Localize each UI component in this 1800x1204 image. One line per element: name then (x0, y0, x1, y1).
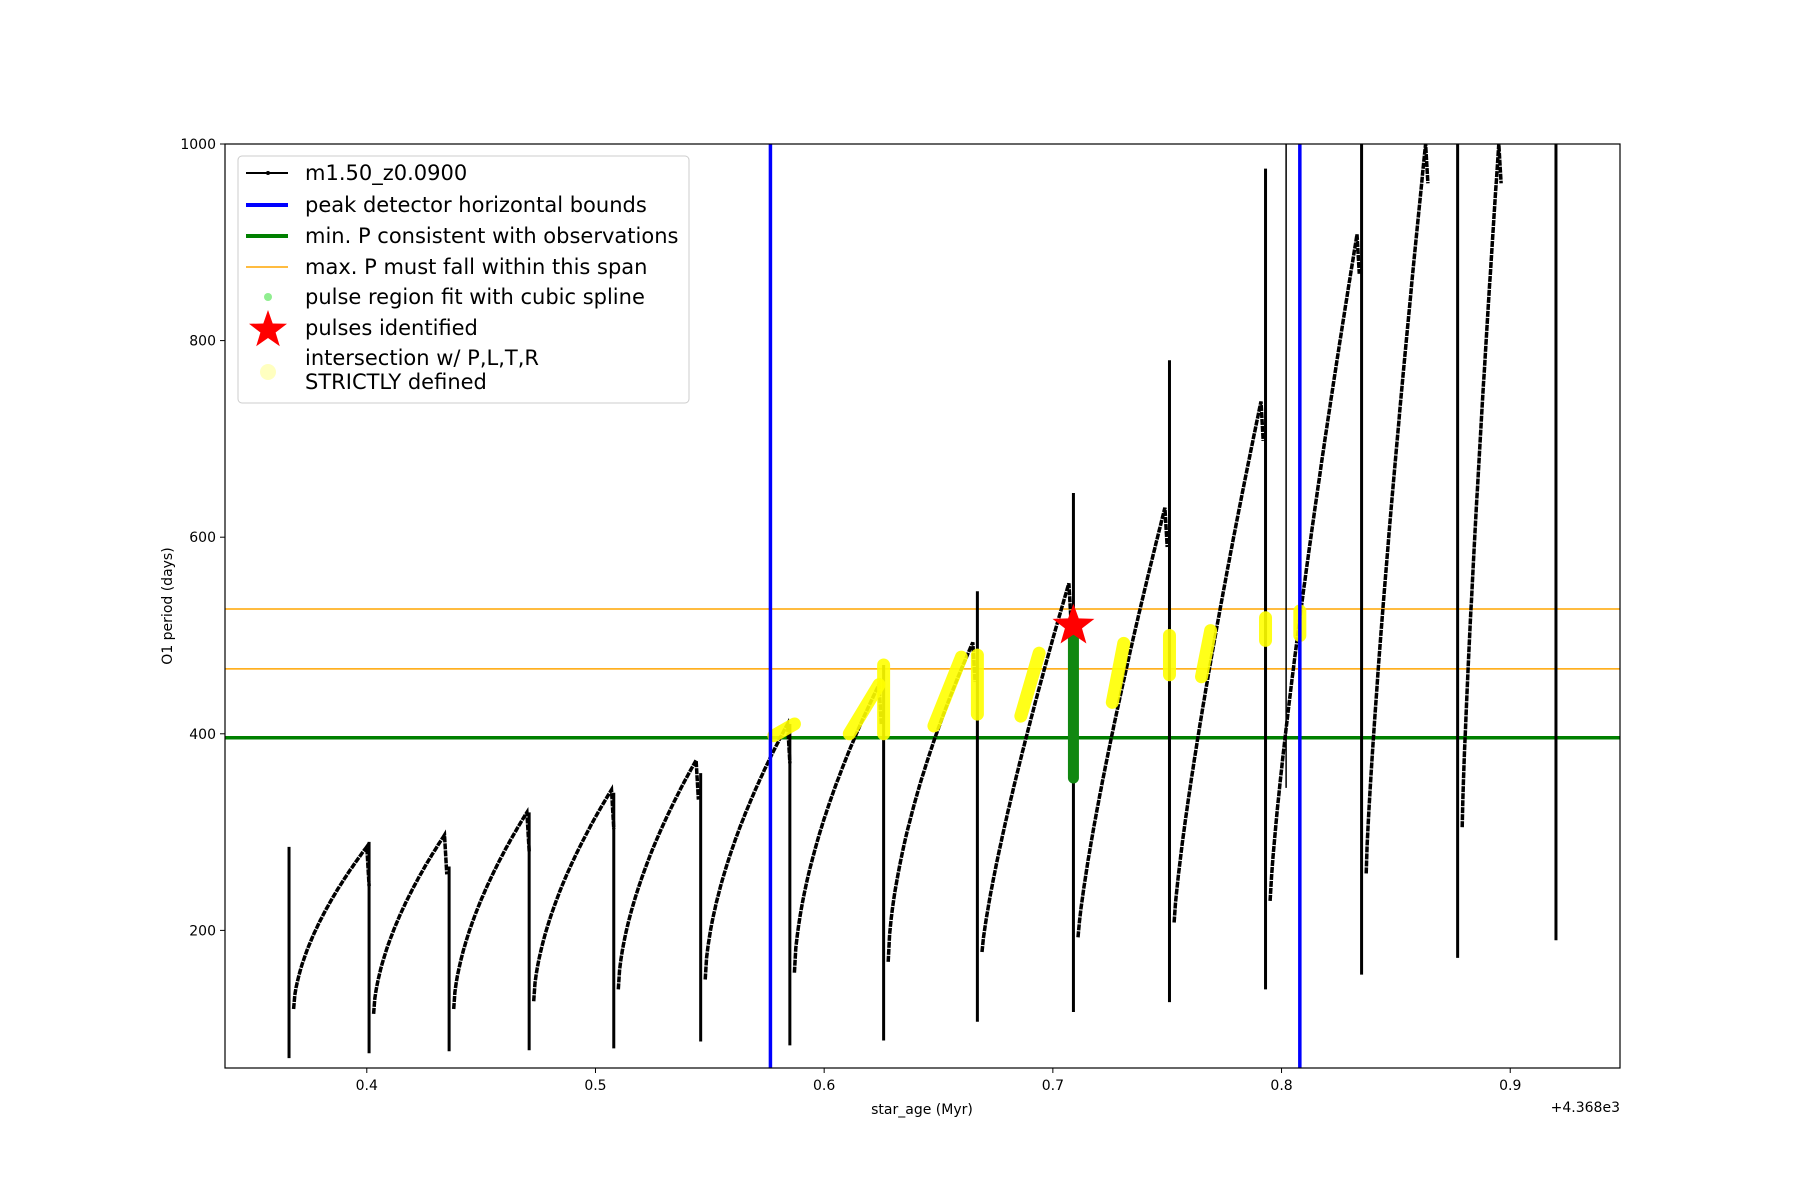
y-tick-label: 400 (189, 727, 216, 743)
x-tick-label: 0.9 (1499, 1078, 1521, 1094)
series-cycle-curve (1172, 401, 1265, 923)
series-cycle-curve (1076, 507, 1169, 938)
legend-label: peak detector horizontal bounds (305, 193, 647, 217)
series-cycle-curve (703, 717, 792, 980)
legend-box (237, 155, 690, 404)
intersection-segment (1014, 646, 1046, 723)
series-group (225, 144, 1620, 1068)
legend-label: intersection w/ P,L,T,R STRICTLY defined (305, 346, 539, 394)
x-offset-label: +4.368e3 (1551, 1100, 1620, 1116)
y-tick-label: 800 (189, 334, 216, 350)
series-cycle-curve (1364, 144, 1430, 874)
x-tick-label: 0.5 (584, 1078, 606, 1094)
series-cycle-curve (980, 582, 1073, 953)
pulse-identified-star (1052, 603, 1095, 644)
intersection-segment (842, 678, 886, 741)
series-cycle-curve (531, 784, 616, 1002)
series-cycle-curve (616, 754, 701, 990)
legend-label: max. P must fall within this span (305, 255, 647, 279)
series-cycle-curve (291, 841, 371, 1010)
series-cycle-curve (792, 677, 884, 973)
legend-label: pulse region fit with cubic spline (305, 285, 645, 309)
series-cycle-curve (451, 806, 531, 1010)
x-tick-label: 0.6 (813, 1078, 835, 1094)
y-tick-label: 600 (189, 530, 216, 546)
x-tick-label: 0.8 (1270, 1078, 1292, 1094)
series-cycle-curve (371, 829, 449, 1015)
intersection-segment (767, 717, 801, 743)
legend-dot-icon (264, 293, 272, 301)
legend-label: m1.50_z0.0900 (305, 161, 467, 186)
intersection-segment (1195, 624, 1218, 684)
series-cycle-curve (886, 641, 977, 962)
axes-frame (224, 143, 1621, 1069)
series-cycle-curve (1460, 144, 1503, 828)
intersection-segment (927, 650, 968, 733)
x-axis-label: star_age (Myr) (871, 1102, 973, 1118)
x-tick-label: 0.4 (356, 1078, 378, 1094)
axis-ticks: 0.4 0.5 0.6 0.7 0.8 0.9 200 400 600 800 1000 (180, 137, 1521, 1094)
y-tick-label: 200 (189, 923, 216, 939)
legend-label: pulses identified (305, 316, 478, 340)
series-cycle-curve (1268, 234, 1362, 902)
legend-circle-icon (260, 364, 276, 380)
y-tick-label: 1000 (180, 137, 216, 153)
x-tick-label: 0.7 (1042, 1078, 1064, 1094)
plot-area (225, 144, 1620, 1068)
legend-star-icon (249, 310, 287, 347)
legend-label: min. P consistent with observations (305, 224, 678, 248)
y-axis-label: O1 period (days) (160, 547, 176, 664)
intersection-segment (1105, 636, 1131, 709)
legend-marker-icon (266, 171, 270, 175)
